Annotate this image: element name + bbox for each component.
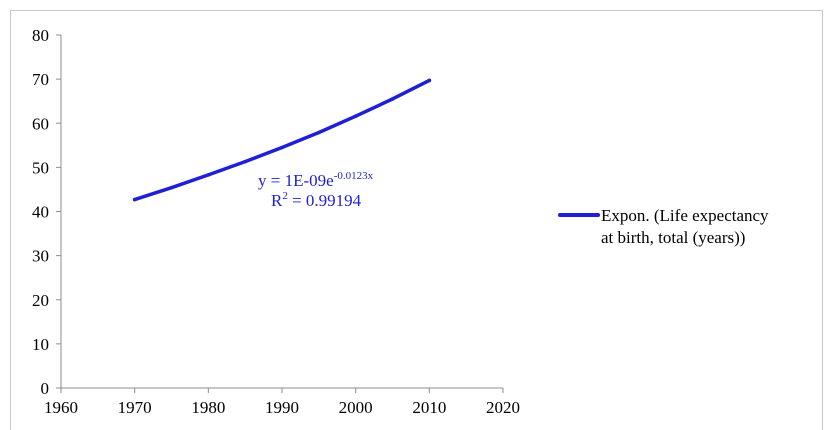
y-tick-label: 60 [32,114,49,133]
series-point [169,185,174,190]
r2-power: 2 [282,190,288,202]
y-tick-label: 10 [32,335,49,354]
x-tick-label: 2020 [486,398,520,417]
trendline-annotation: y = 1E-09e-0.0123x R2 = 0.99194 [258,170,374,210]
series-point [390,97,395,101]
x-tick-label: 2000 [339,398,373,417]
y-tick-label: 0 [41,379,50,398]
trendline-equation: y = 1E-09e-0.0123x [258,170,374,190]
series-point [132,197,137,202]
series-point [317,130,321,135]
y-tick-label: 20 [32,291,49,310]
y-tick-label: 30 [32,247,49,266]
r2-label: R [271,191,283,210]
r2-value: = 0.99194 [288,191,362,210]
series-point [427,78,432,83]
series-point [243,159,247,164]
trendline-r-squared: R2 = 0.99194 [271,190,362,210]
x-tick-label: 1970 [118,398,152,417]
legend-label-line-2: at birth, total (years)) [601,228,745,247]
chart-border [10,10,823,430]
y-tick-label: 80 [32,26,49,45]
series-point [206,173,211,177]
x-axis-ticks: 1960 1970 1980 1990 2000 2010 2020 [44,388,520,417]
y-tick-label: 70 [32,70,49,89]
x-tick-label: 2010 [412,398,446,417]
equation-exponent: -0.0123x [334,170,374,182]
equation-base: y = 1E-09e [258,171,334,190]
series-point [353,114,358,118]
y-tick-label: 40 [32,203,49,222]
x-tick-label: 1980 [191,398,225,417]
x-tick-label: 1990 [265,398,299,417]
legend: Expon. (Life expectancy at birth, total … [558,206,769,247]
x-tick-label: 1960 [44,398,78,417]
series-layer [132,78,432,202]
y-tick-label: 50 [32,158,49,177]
series-point [280,145,284,150]
y-axis-ticks: 0 10 20 30 40 50 60 70 80 [32,26,61,398]
legend-label-line-1: Expon. (Life expectancy [601,206,769,225]
axes [60,35,503,389]
